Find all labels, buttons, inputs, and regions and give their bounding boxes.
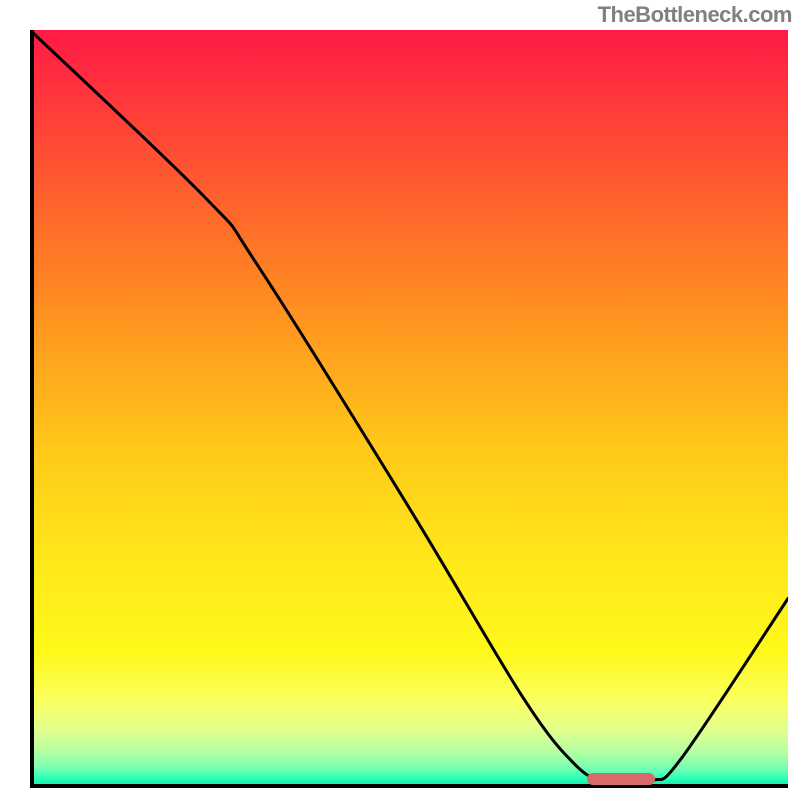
sweet-spot-marker (587, 773, 655, 785)
x-axis (30, 784, 788, 788)
chart-plot-area (30, 30, 788, 788)
background-gradient (30, 30, 788, 788)
watermark: TheBottleneck.com (598, 2, 792, 28)
y-axis (30, 30, 34, 788)
